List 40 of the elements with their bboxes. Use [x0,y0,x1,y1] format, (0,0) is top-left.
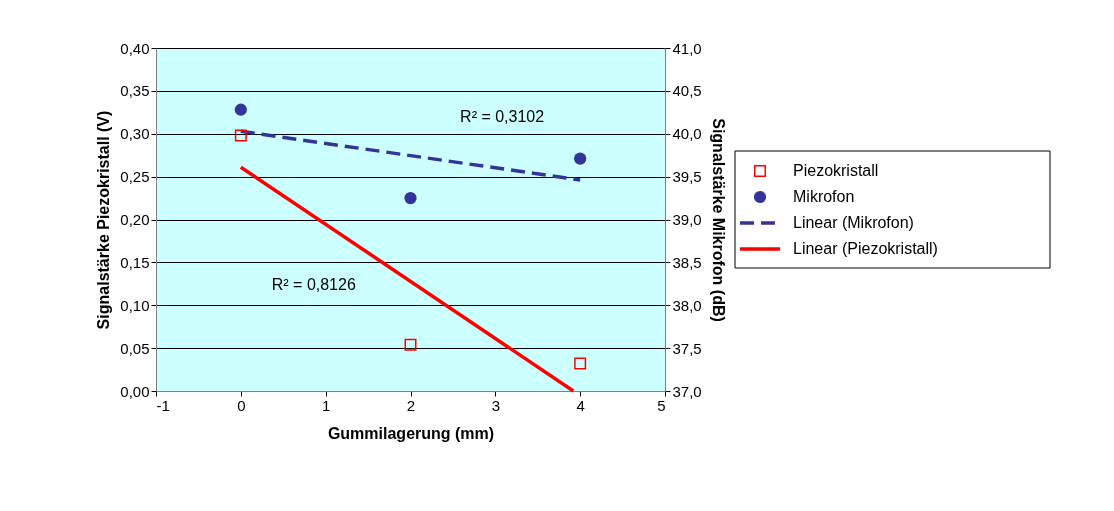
legend-label: Mikrofon [793,188,855,205]
y2-tick-label: 38,5 [672,253,702,271]
y2-tick-label: 40,0 [672,125,702,143]
point [574,152,587,165]
annotation: R² = 0,8126 [271,275,356,293]
x-tick-label: 0 [237,396,246,414]
legend-label: Linear (Piezokristall) [793,240,938,257]
x-axis-title: Gummilagerung (mm) [327,424,495,442]
annotation: R² = 0,3102 [460,107,545,125]
y2-tick-label: 39,5 [672,168,702,186]
y2-tick-label: 37,5 [672,339,702,357]
x-tick-label: 1 [321,396,331,414]
y-tick-label: 0,05 [120,339,150,357]
y2-axis-title: Signalstärke Mikrofon (dB) [709,118,727,322]
x-tick-label: 4 [576,396,585,414]
y-tick-label: 0,00 [120,382,150,400]
x-tick-label: -1 [156,396,170,414]
y2-tick-label: 38,0 [672,296,702,314]
y-tick-label: 0,35 [120,82,150,100]
legend-label: Linear (Mikrofon) [793,214,914,231]
y-tick-label: 0,10 [120,296,150,314]
y-axis-title: Signalstärke Piezokristall (V) [95,110,113,330]
point [574,357,587,370]
legend-label: Piezokristall [793,162,879,179]
y2-tick-label: 37,0 [672,382,702,400]
x-tick-label: 5 [657,396,666,414]
y-tick-label: 0,15 [120,253,150,271]
y-tick-label: 0,20 [120,211,150,228]
x-tick-label: 2 [406,396,416,414]
point [234,103,247,116]
x-tick-label: 3 [491,396,501,414]
y-tick-label: 0,40 [120,39,150,57]
y-tick-label: 0,30 [120,125,150,143]
point [234,129,247,142]
y2-tick-label: 41,0 [672,39,702,57]
y2-tick-label: 40,5 [672,82,702,100]
y2-tick-label: 39,0 [672,211,702,228]
point [404,338,417,351]
y-tick-label: 0,25 [120,168,150,186]
point [404,191,417,205]
